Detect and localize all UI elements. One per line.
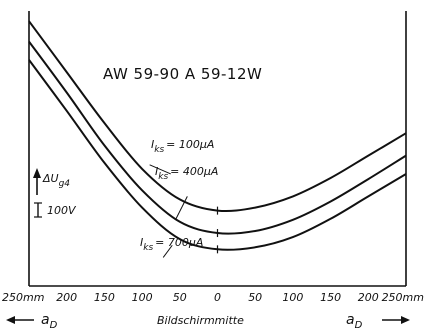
x-tick-label: 0 xyxy=(214,291,221,304)
x-tick-label: 150 xyxy=(320,291,341,304)
x-tick-label: 200 xyxy=(358,291,379,304)
x-tick-label: 250mm xyxy=(2,291,44,304)
x-axis-label: Bildschirmmitte xyxy=(157,314,244,327)
svg-text:Iks= 700µA: Iks = 700µA xyxy=(140,236,203,253)
svg-text:aD: aD xyxy=(346,312,363,331)
left-arrow-icon xyxy=(6,316,34,324)
x-tick-label: 100 xyxy=(132,291,153,304)
x-tick-label: 250mm xyxy=(382,291,424,304)
svg-text:Iks= 100µA: Iks = 100µA xyxy=(151,138,214,155)
x-tick-label: 50 xyxy=(173,291,187,304)
x-tick-label: 50 xyxy=(248,291,262,304)
series-label-100: Iks = 100µA xyxy=(151,138,214,155)
x-tick-label: 150 xyxy=(94,291,115,304)
scale-bar-label: 100V xyxy=(47,204,77,217)
svg-text:aD: aD xyxy=(41,312,58,331)
label-leader-2 xyxy=(175,196,188,220)
x-axis-name-left: aD xyxy=(6,312,58,331)
up-arrow-icon xyxy=(33,168,41,195)
label-leader-1 xyxy=(149,164,171,175)
label-leader-3 xyxy=(162,244,173,258)
series-line-1 xyxy=(28,20,407,213)
series-label-700: Iks = 700µA xyxy=(140,236,203,253)
series-layer xyxy=(28,20,407,258)
x-tick-label: 100 xyxy=(282,291,303,304)
plot-frame xyxy=(28,11,407,287)
right-arrow-icon xyxy=(382,316,410,324)
chart-title: AW 59-90 A 59-12W xyxy=(103,65,262,83)
series-label-400: Iks = 400µA xyxy=(155,165,218,182)
scale-bar: 100V xyxy=(34,202,77,218)
x-axis-name-right: aD xyxy=(346,312,410,331)
svg-text:ΔUg4: ΔUg4 xyxy=(42,172,70,189)
svg-text:Iks= 400µA: Iks = 400µA xyxy=(155,165,218,182)
x-tick-label: 200 xyxy=(56,291,77,304)
series-line-3 xyxy=(28,59,407,251)
x-tick-labels: 250mm 200 150 100 50 0 50 100 150 200 250mm xyxy=(2,291,424,304)
y-axis-label: ΔUg4 xyxy=(33,168,70,195)
